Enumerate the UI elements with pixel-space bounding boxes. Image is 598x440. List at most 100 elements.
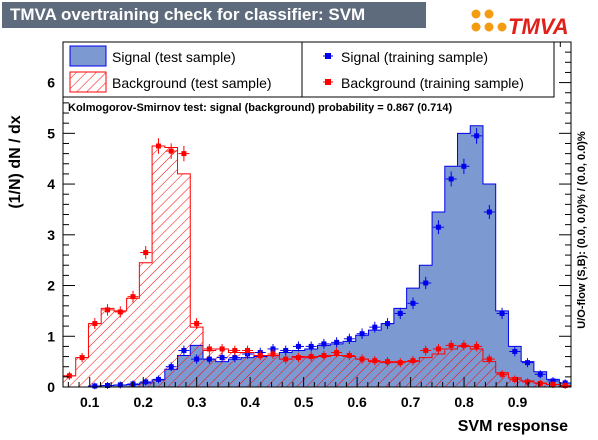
background-train-point	[483, 354, 495, 364]
background-train-point	[471, 341, 483, 352]
background-train-point	[292, 352, 304, 363]
y-tick-label: 3	[47, 227, 55, 243]
background-train-point	[63, 371, 75, 380]
legend-signal-train: Signal (training sample)	[341, 49, 488, 65]
signal-train-point	[140, 378, 152, 386]
x-tick-label: 0.9	[508, 394, 528, 410]
signal-train-point	[420, 276, 432, 290]
x-tick-label: 0.6	[347, 394, 367, 410]
background-train-point	[305, 351, 317, 362]
x-tick-label: 0.4	[240, 394, 260, 410]
signal-train-point	[152, 375, 164, 384]
y-tick-label: 0	[47, 379, 55, 395]
signal-train-point	[445, 171, 457, 187]
y-axis-label: (1/N) dN / dx	[7, 115, 24, 208]
y-tick-label: 5	[47, 125, 55, 141]
tmva-logo: TMVA	[471, 9, 569, 39]
legend-signal-test: Signal (test sample)	[112, 49, 236, 65]
signal-train-point	[471, 127, 483, 144]
background-train-point	[254, 350, 266, 361]
signal-train-point	[343, 333, 355, 344]
background-train-point	[140, 245, 152, 260]
chart-title: TMVA overtraining check for classifier: …	[2, 2, 426, 28]
background-train-point	[356, 354, 368, 364]
background-train-point	[522, 378, 534, 386]
logo-dot	[471, 9, 481, 19]
signal-train-point	[458, 158, 470, 174]
background-train-point	[114, 306, 126, 318]
signal-train-point	[483, 204, 495, 220]
background-train-point	[343, 350, 355, 361]
background-train-point	[203, 344, 215, 354]
x-tick-label: 0.1	[80, 394, 100, 410]
background-train-point	[369, 356, 381, 366]
background-train-point	[445, 340, 457, 351]
background-train-point	[242, 345, 254, 356]
signal-train-point	[331, 337, 343, 348]
signal-train-point	[318, 338, 330, 349]
logo-dot	[484, 22, 494, 32]
background-train-point	[382, 357, 394, 367]
background-train-point	[496, 370, 508, 379]
background-train-point	[102, 304, 114, 316]
legend-background-train-marker	[323, 79, 333, 85]
x-tick-label: 0.3	[187, 394, 207, 410]
signal-train-point	[382, 318, 394, 330]
legend-background-test: Background (test sample)	[112, 75, 272, 91]
background-train-point	[191, 318, 203, 330]
logo-dot	[484, 9, 494, 19]
background-train-point	[89, 318, 101, 330]
y-tick-label: 4	[47, 176, 55, 192]
background-train-point	[216, 344, 228, 354]
legend-background-test-swatch	[69, 71, 107, 93]
signal-train-point	[305, 341, 317, 352]
background-train-point	[458, 340, 470, 351]
background-train-point	[420, 345, 432, 356]
background-train-point	[127, 290, 139, 303]
signal-train-point	[165, 362, 177, 372]
signal-train-point	[203, 354, 215, 364]
signal-train-point	[191, 354, 203, 364]
signal-train-point	[292, 341, 304, 352]
background-train-point	[267, 349, 279, 359]
signal-train-point	[280, 345, 292, 356]
background-train-point	[178, 145, 190, 162]
logo-dot	[497, 22, 507, 32]
legend-signal-test-swatch	[69, 45, 107, 67]
signal-train-point	[216, 352, 228, 363]
signal-train-point	[522, 358, 534, 368]
legend-signal-train-marker	[323, 53, 333, 59]
background-train-point	[229, 345, 241, 356]
logo-dot	[471, 22, 481, 32]
overflow-label: U/O-flow (S,B): (0.0, 0.0)% / (0.0, 0.0)…	[576, 131, 588, 329]
signal-train-point	[89, 382, 101, 390]
x-axis-label: SVM response	[458, 418, 568, 435]
signal-train-point	[407, 297, 419, 310]
signal-train-point	[432, 220, 444, 235]
signal-train-point	[178, 345, 190, 356]
background-train-point	[76, 352, 88, 363]
logo-text: TMVA	[508, 14, 569, 39]
ks-test-text: Kolmogorov-Smirnov test: signal (backgro…	[68, 102, 452, 114]
background-train-point	[280, 354, 292, 364]
x-tick-label: 0.8	[454, 394, 474, 410]
signal-train-point	[394, 307, 406, 320]
background-train-point	[331, 347, 343, 358]
x-tick-label: 0.5	[294, 394, 314, 410]
x-tick-label: 0.7	[401, 394, 421, 410]
signal-train-point	[496, 307, 508, 320]
background-train-point	[394, 358, 406, 368]
background-train-point	[165, 143, 177, 159]
background-train-point	[152, 138, 164, 154]
background-train-point	[318, 350, 330, 361]
background-train-point	[534, 379, 546, 388]
legend-background-train: Background (training sample)	[341, 75, 524, 91]
y-tick-label: 1	[47, 328, 55, 344]
signal-train-point	[369, 321, 381, 333]
background-train-point	[509, 375, 521, 384]
y-tick-label: 2	[47, 278, 55, 294]
background-train-point	[432, 344, 444, 354]
background-train-point	[407, 356, 419, 366]
background-train-point	[559, 382, 571, 389]
